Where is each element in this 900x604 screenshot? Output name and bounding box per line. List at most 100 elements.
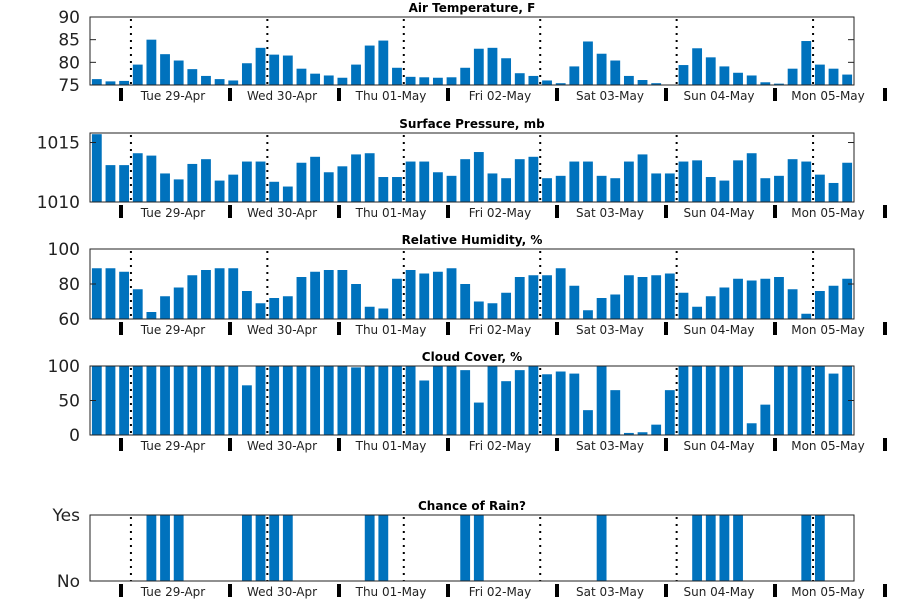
bar — [569, 162, 579, 202]
bar — [474, 302, 484, 320]
bar — [406, 77, 416, 85]
bar — [269, 55, 279, 85]
bar — [119, 366, 129, 435]
bar — [433, 366, 443, 435]
bar — [597, 515, 607, 581]
bar — [706, 366, 716, 435]
bar — [406, 162, 416, 202]
bar — [337, 78, 347, 85]
bar — [733, 515, 743, 581]
bar — [597, 298, 607, 319]
bar — [160, 173, 170, 202]
bar — [460, 159, 470, 202]
bar — [133, 289, 143, 319]
bar — [569, 66, 579, 85]
bar — [610, 390, 620, 435]
bar — [228, 366, 238, 435]
bar — [324, 172, 334, 202]
bar — [583, 410, 593, 435]
day-label: Mon 05-May — [791, 323, 865, 337]
day-marker — [664, 88, 668, 101]
day-marker — [119, 88, 123, 101]
bar — [747, 423, 757, 435]
day-label: Wed 30-Apr — [247, 585, 317, 599]
bar — [528, 76, 538, 85]
day-marker — [337, 584, 341, 597]
bar — [242, 291, 252, 319]
bar — [651, 425, 661, 435]
bar — [774, 277, 784, 319]
bar — [392, 177, 402, 202]
bar — [583, 310, 593, 319]
bar — [297, 366, 307, 435]
bar — [788, 289, 798, 319]
day-label: Mon 05-May — [791, 89, 865, 103]
bar — [174, 179, 184, 202]
bar — [706, 57, 716, 85]
day-marker — [119, 438, 123, 451]
bar — [528, 275, 538, 319]
bar — [638, 277, 648, 319]
bar — [201, 270, 211, 319]
bar — [146, 40, 156, 85]
bar — [378, 177, 388, 202]
bar — [406, 270, 416, 319]
day-marker — [228, 438, 232, 451]
day-label: Sun 04-May — [683, 206, 754, 220]
y-tick-label: 60 — [58, 310, 80, 330]
day-label: Mon 05-May — [791, 439, 865, 453]
y-tick-label: Yes — [52, 506, 81, 526]
bar — [665, 274, 675, 320]
bar — [597, 54, 607, 85]
day-label: Fri 02-May — [469, 89, 532, 103]
day-label: Sat 03-May — [576, 206, 644, 220]
day-marker — [228, 322, 232, 335]
day-label: Sat 03-May — [576, 89, 644, 103]
bar — [351, 65, 361, 85]
bar — [460, 370, 470, 435]
bar — [706, 177, 716, 202]
bar — [365, 515, 375, 581]
bar — [556, 176, 566, 202]
bar — [392, 279, 402, 319]
bar — [760, 405, 770, 435]
day-marker — [773, 205, 777, 218]
panel-title: Surface Pressure, mb — [399, 117, 545, 131]
day-marker — [883, 438, 887, 451]
bar — [801, 162, 811, 202]
bar — [501, 293, 511, 319]
bar — [542, 178, 552, 202]
day-label: Sat 03-May — [576, 323, 644, 337]
day-label: Thu 01-May — [355, 89, 427, 103]
bar — [542, 80, 552, 85]
bar — [378, 515, 388, 581]
bar — [801, 314, 811, 319]
y-tick-label: 50 — [58, 392, 80, 412]
bar — [829, 286, 839, 319]
bar — [488, 173, 498, 202]
bar — [610, 295, 620, 320]
bar — [610, 61, 620, 85]
day-marker — [773, 584, 777, 597]
day-marker — [446, 584, 450, 597]
bar — [365, 366, 375, 435]
bar — [419, 77, 429, 85]
y-tick-label: 90 — [58, 8, 80, 28]
day-label: Thu 01-May — [355, 585, 427, 599]
bar — [187, 275, 197, 319]
y-tick-label: 85 — [58, 31, 80, 51]
bar — [256, 162, 266, 202]
day-label: Fri 02-May — [469, 323, 532, 337]
bar — [501, 381, 511, 435]
bar — [679, 162, 689, 202]
bar — [624, 76, 634, 85]
bar — [297, 163, 307, 202]
bar — [801, 366, 811, 435]
day-label: Wed 30-Apr — [247, 89, 317, 103]
bar — [515, 159, 525, 202]
day-marker — [337, 205, 341, 218]
bar — [242, 385, 252, 435]
day-label: Tue 29-Apr — [140, 439, 205, 453]
bar — [392, 366, 402, 435]
